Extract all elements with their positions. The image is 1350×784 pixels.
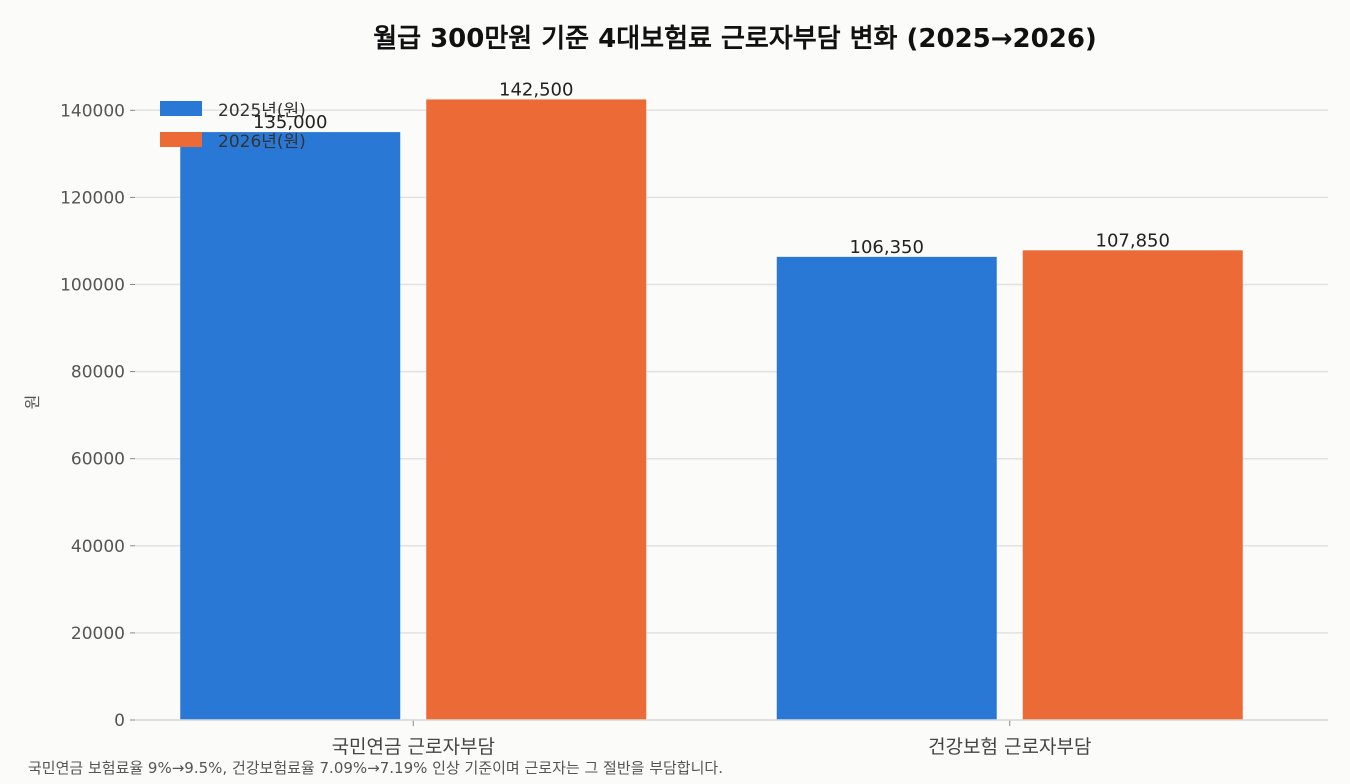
chart-title: 월급 300만원 기준 4대보험료 근로자부담 변화 (2025→2026) xyxy=(373,24,1097,54)
bar-1-1 xyxy=(1022,250,1243,720)
y-tick-label-0: 0 xyxy=(114,711,125,731)
y-tick-label-5: 100000 xyxy=(60,276,125,296)
y-tick-label-1: 20000 xyxy=(71,624,125,644)
data-label-0-1: 142,500 xyxy=(499,79,573,100)
legend-label-0: 2025년(원) xyxy=(218,101,306,121)
y-tick-label-6: 120000 xyxy=(60,188,125,208)
legend: 2025년(원) 2026년(원) xyxy=(160,101,306,152)
legend-label-1: 2026년(원) xyxy=(218,132,306,152)
legend-swatch-1 xyxy=(160,132,202,147)
data-labels: 135,000 142,500 106,350 107,850 xyxy=(253,79,1170,257)
axes: 0 20000 40000 60000 80000 100000 120000 140000 국… xyxy=(60,101,1328,758)
y-tick-label-3: 60000 xyxy=(71,450,125,470)
y-axis-label: 원 xyxy=(23,395,42,410)
y-tick-label-2: 40000 xyxy=(71,537,125,557)
legend-swatch-0 xyxy=(160,101,202,116)
footnote: 국민연금 보험료율 9%→9.5%, 건강보험료율 7.09%→7.19% 인상… xyxy=(28,759,723,777)
data-label-1-1: 107,850 xyxy=(1096,230,1170,251)
bar-0-1 xyxy=(426,99,647,720)
data-label-1-0: 106,350 xyxy=(850,237,924,258)
x-tick-label-1: 건강보험 근로자부담 xyxy=(928,736,1091,758)
x-tick-label-0: 국민연금 근로자부담 xyxy=(332,736,495,758)
y-tick-label-4: 80000 xyxy=(71,363,125,383)
bars xyxy=(180,99,1243,720)
y-tick-label-7: 140000 xyxy=(60,101,125,121)
bar-0-0 xyxy=(180,132,401,720)
data-label-0-0: 135,000 xyxy=(253,112,327,133)
bar-1-0 xyxy=(776,256,997,720)
